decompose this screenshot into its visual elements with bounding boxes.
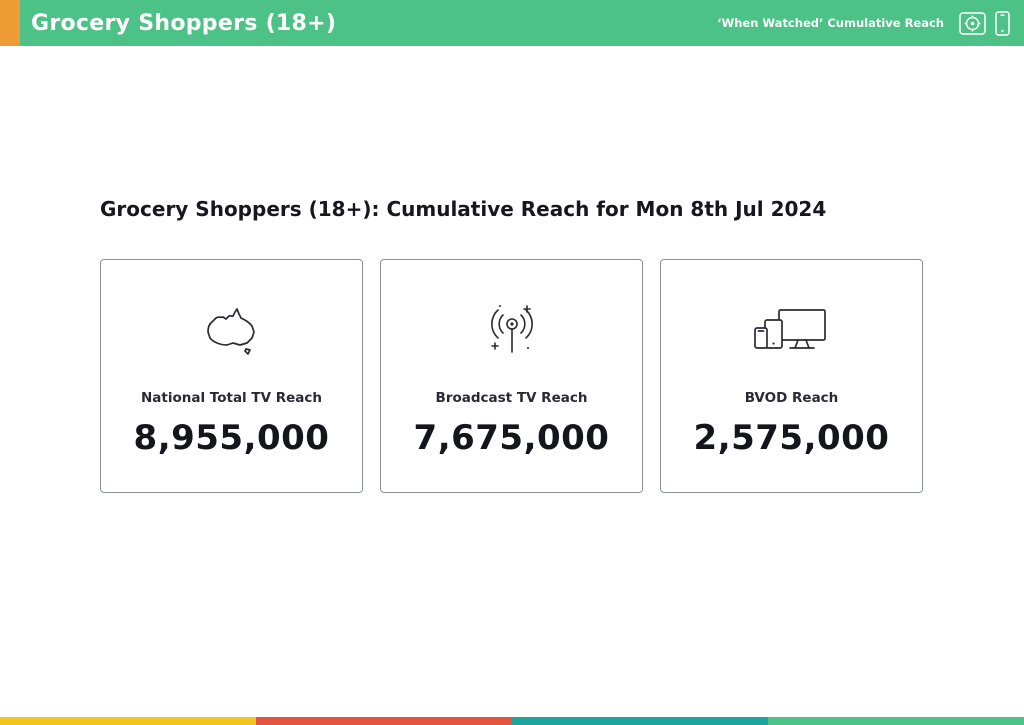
mobile-icon bbox=[995, 10, 1010, 36]
footer-stripe-yellow bbox=[0, 717, 256, 725]
header-left-accent bbox=[0, 0, 20, 46]
report-heading: Grocery Shoppers (18+): Cumulative Reach… bbox=[100, 197, 827, 221]
kpi-cards: National Total TV Reach 8,955,000 Broadc… bbox=[100, 259, 923, 493]
footer-stripe-red bbox=[256, 717, 512, 725]
broadcast-antenna-icon bbox=[480, 300, 544, 364]
header-right-group: ‘When Watched’ Cumulative Reach bbox=[717, 10, 1010, 36]
kpi-value: 7,675,000 bbox=[413, 418, 610, 458]
kpi-card-bvod: BVOD Reach 2,575,000 bbox=[660, 259, 923, 493]
footer-stripe bbox=[0, 717, 1024, 725]
kpi-label: Broadcast TV Reach bbox=[435, 390, 588, 406]
kpi-value: 2,575,000 bbox=[693, 418, 890, 458]
devices-icon bbox=[753, 300, 831, 364]
australia-map-icon bbox=[200, 300, 264, 364]
footer-stripe-green bbox=[768, 717, 1024, 725]
footer-stripe-teal bbox=[512, 717, 768, 725]
page-title: Grocery Shoppers (18+) bbox=[31, 10, 337, 36]
kpi-label: National Total TV Reach bbox=[140, 390, 323, 406]
target-icon bbox=[959, 11, 986, 35]
kpi-card-broadcast-tv: Broadcast TV Reach 7,675,000 bbox=[380, 259, 643, 493]
kpi-value: 8,955,000 bbox=[133, 418, 330, 458]
kpi-card-national-total-tv: National Total TV Reach 8,955,000 bbox=[100, 259, 363, 493]
header-subtitle: ‘When Watched’ Cumulative Reach bbox=[717, 16, 944, 30]
header-bar: Grocery Shoppers (18+) ‘When Watched’ Cu… bbox=[0, 0, 1024, 46]
kpi-label: BVOD Reach bbox=[744, 390, 839, 406]
